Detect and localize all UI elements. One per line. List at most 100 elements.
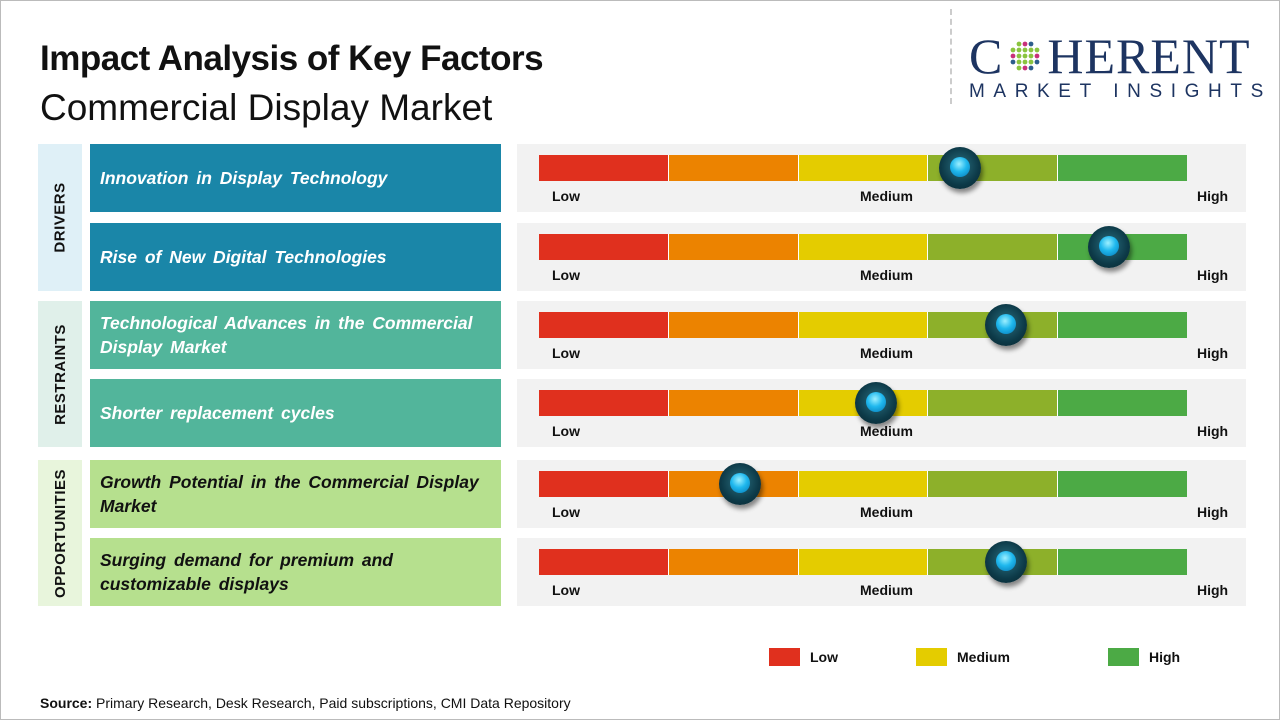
tick-high: High [1197,267,1229,283]
source-text: Primary Research, Desk Research, Paid su… [92,695,571,711]
logo-word: HERENT [1047,28,1251,84]
legend-label: High [1149,649,1181,665]
tick-low: Low [552,504,580,520]
globe-dot [1010,47,1016,53]
globe-dot [1016,41,1022,47]
globe-dot [1028,65,1034,71]
legend-swatch [769,648,800,666]
legend-swatch [1108,648,1139,666]
gauge-bar [539,390,1187,416]
category-restraints: RESTRAINTS [38,301,82,447]
globe-dot [1034,59,1040,65]
tick-medium: Medium [860,345,913,361]
gauge-segment-green [1058,155,1187,181]
gauge-segment-green [1058,471,1187,497]
factor-label: Growth Potential in the Commercial Displ… [90,460,501,528]
logo-letter: C [969,28,1004,84]
gauge-segment-orange [668,549,799,575]
globe-dot [1016,53,1022,59]
factor-label: Shorter replacement cycles [90,379,501,447]
tick-high: High [1197,423,1229,439]
impact-knob [984,541,1027,583]
tick-high: High [1197,504,1229,520]
tick-low: Low [552,188,580,204]
category-label: OPPORTUNITIES [51,468,69,598]
tick-medium: Medium [860,188,913,204]
globe-dot [1028,53,1034,59]
impact-gauge: Low Medium High [517,223,1246,291]
gauge-segment-green [1058,390,1187,416]
globe-dot [1010,59,1016,65]
tick-medium: Medium [860,423,913,439]
factor-label: Surging demand for premium and customiza… [90,538,501,606]
gauge-segment-orange [668,312,799,338]
gauge-bar [539,312,1187,338]
globe-dot [1022,41,1028,47]
impact-gauge: Low Medium High [517,538,1246,606]
gauge-segment-red [539,155,669,181]
impact-knob [1088,226,1131,268]
gauge-segment-yellow [798,155,929,181]
tick-medium: Medium [860,582,913,598]
source-note: Source: Primary Research, Desk Research,… [40,695,571,711]
gauge-segment-orange [668,234,799,260]
globe-dot [1028,41,1034,47]
impact-knob [854,382,897,424]
tick-high: High [1197,188,1229,204]
gauge-segment-red [539,312,669,338]
tick-medium: Medium [860,504,913,520]
page-subtitle: Commercial Display Market [40,87,493,128]
legend-swatch [916,648,947,666]
category-label: DRIVERS [51,182,69,253]
tick-low: Low [552,423,580,439]
gauge-segment-olive [928,234,1059,260]
legend-item: Medium [916,648,1010,666]
gauge-segment-red [539,549,669,575]
tick-high: High [1197,582,1229,598]
impact-gauge: Low Medium High [517,379,1246,447]
gauge-segment-olive [928,390,1059,416]
tick-medium: Medium [860,267,913,283]
globe-dot [1034,53,1040,59]
gauge-segment-yellow [798,549,929,575]
factor-label: Rise of New Digital Technologies [90,223,501,291]
gauge-segment-yellow [798,312,929,338]
tick-low: Low [552,345,580,361]
globe-dot [1034,47,1040,53]
gauge-bar [539,549,1187,575]
gauge-segment-yellow [798,471,929,497]
legend-item: Low [769,648,838,666]
tick-low: Low [552,582,580,598]
gauge-segment-orange [668,390,799,416]
globe-dot [1016,65,1022,71]
legend-label: Medium [957,649,1010,665]
gauge-segment-green [1058,549,1187,575]
gauge-segment-red [539,234,669,260]
coherent-logo: C HERENT MARKET INSIGHTS [969,31,1272,103]
gauge-segment-red [539,390,669,416]
globe-dot [1022,65,1028,71]
globe-dot [1022,59,1028,65]
impact-knob [718,463,761,505]
gauge-segment-yellow [798,234,929,260]
legend-item: High [1108,648,1180,666]
category-opportunities: OPPORTUNITIES [38,460,82,606]
logo-divider [950,9,952,104]
gauge-bar [539,155,1187,181]
gauge-segment-red [539,471,669,497]
globe-dot [1016,47,1022,53]
impact-knob [939,147,982,189]
impact-gauge: Low Medium High [517,301,1246,369]
globe-dot [1022,53,1028,59]
gauge-segment-green [1058,312,1187,338]
globe-dot [1010,53,1016,59]
tick-low: Low [552,267,580,283]
category-label: RESTRAINTS [51,323,69,425]
globe-dot [1028,59,1034,65]
gauge-segment-orange [668,155,799,181]
impact-gauge: Low Medium High [517,460,1246,528]
factor-label: Technological Advances in the Commercial… [90,301,501,369]
page-title: Impact Analysis of Key Factors [40,39,544,78]
impact-knob [984,304,1027,346]
logo-tagline: MARKET INSIGHTS [969,81,1272,102]
